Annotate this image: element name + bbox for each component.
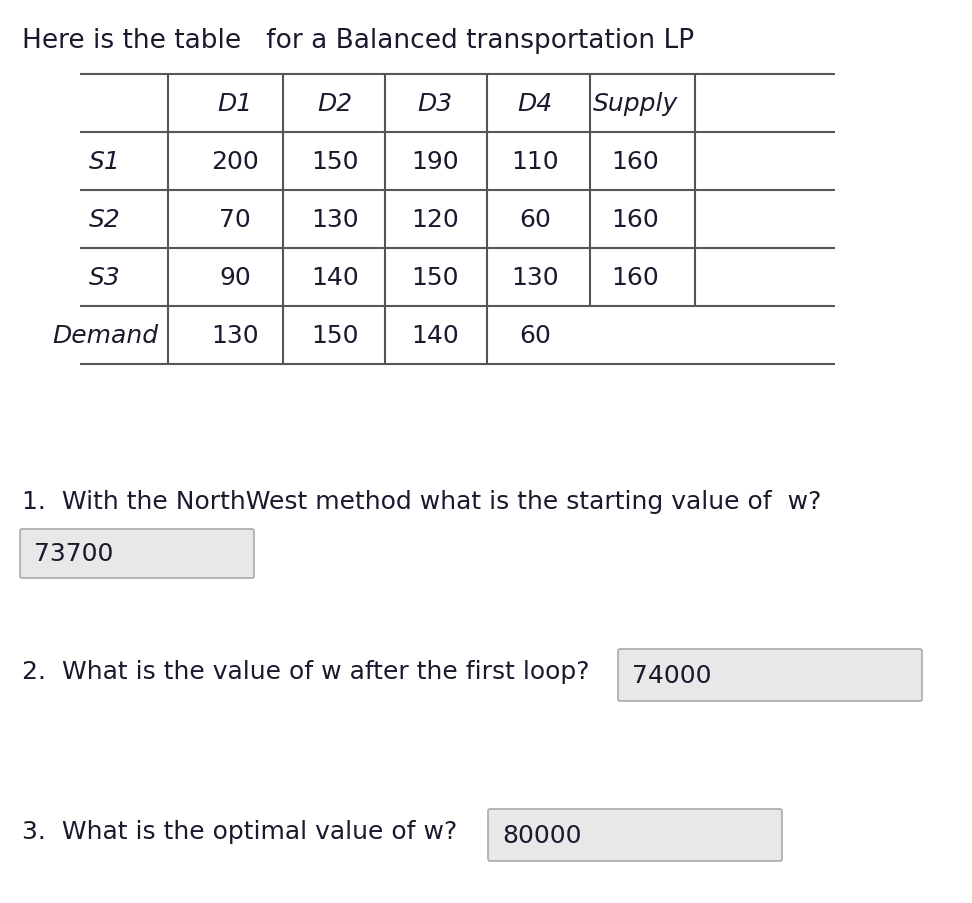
Text: 60: 60: [519, 208, 551, 232]
Text: 1.  With the NorthWest method what is the starting value of  w?: 1. With the NorthWest method what is the…: [22, 489, 821, 514]
Text: 150: 150: [311, 150, 359, 173]
Text: D4: D4: [517, 92, 552, 116]
Text: 90: 90: [219, 265, 251, 290]
Text: 80000: 80000: [502, 824, 581, 847]
Text: Supply: Supply: [592, 92, 677, 116]
Text: 140: 140: [411, 323, 459, 348]
Text: 60: 60: [519, 323, 551, 348]
Text: 140: 140: [311, 265, 359, 290]
Text: 200: 200: [211, 150, 259, 173]
Text: 74000: 74000: [632, 664, 712, 687]
FancyBboxPatch shape: [488, 809, 782, 861]
Text: 190: 190: [411, 150, 459, 173]
Text: 130: 130: [211, 323, 259, 348]
Text: 3.  What is the optimal value of w?: 3. What is the optimal value of w?: [22, 819, 457, 843]
Text: 130: 130: [311, 208, 359, 232]
Text: Demand: Demand: [52, 323, 158, 348]
Text: 70: 70: [219, 208, 251, 232]
Text: 160: 160: [611, 265, 659, 290]
Text: S1: S1: [89, 150, 121, 173]
Text: 110: 110: [511, 150, 559, 173]
FancyBboxPatch shape: [20, 529, 254, 578]
Text: D1: D1: [218, 92, 253, 116]
Text: 150: 150: [411, 265, 459, 290]
FancyBboxPatch shape: [618, 649, 922, 702]
Text: Here is the table   for a Balanced transportation LP: Here is the table for a Balanced transpo…: [22, 28, 694, 54]
Text: 130: 130: [511, 265, 559, 290]
Text: D2: D2: [318, 92, 353, 116]
Text: 160: 160: [611, 150, 659, 173]
Text: D3: D3: [417, 92, 453, 116]
Text: 160: 160: [611, 208, 659, 232]
Text: 150: 150: [311, 323, 359, 348]
Text: 2.  What is the value of w after the first loop?: 2. What is the value of w after the firs…: [22, 659, 589, 684]
Text: S2: S2: [89, 208, 121, 232]
Text: 73700: 73700: [34, 542, 114, 566]
Text: S3: S3: [89, 265, 121, 290]
Text: 120: 120: [411, 208, 459, 232]
